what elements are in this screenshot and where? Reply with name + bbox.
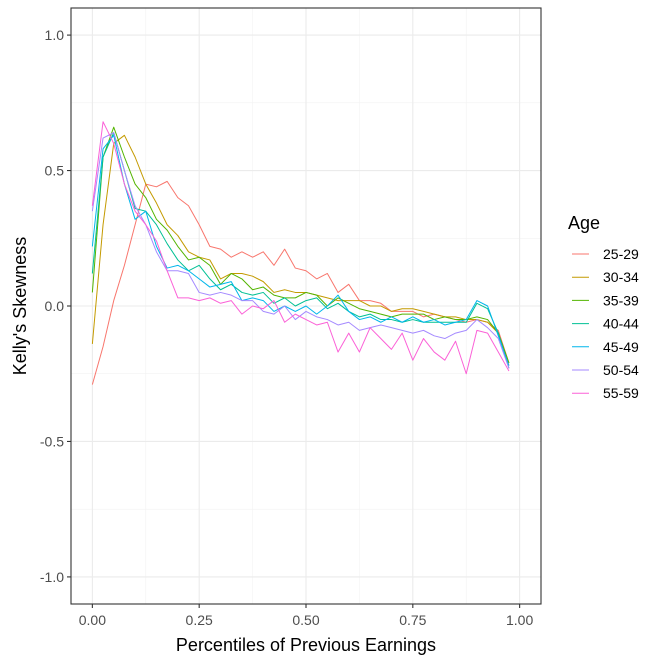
- y-tick-label: 0.5: [45, 163, 65, 179]
- series-line-35-39: [91, 126, 510, 364]
- legend-items: 25-29 30-34 35-39 40-44 45-49 50-54 55-59: [572, 246, 639, 401]
- legend-label-45-49: 45-49: [603, 339, 639, 355]
- legend-label-30-34: 30-34: [603, 269, 639, 285]
- legend-label-50-54: 50-54: [603, 362, 639, 378]
- series-lines: [91, 121, 510, 385]
- axis-tick-labels: 0.00 0.25 0.50 0.75 1.00 -1.0 -0.5 0.0 0.5 1.0: [40, 27, 534, 628]
- y-tick-label: 1.0: [45, 27, 65, 43]
- y-tick-label: -1.0: [40, 569, 64, 585]
- x-tick-label: 0.50: [292, 612, 319, 628]
- legend: Age 25-29 30-34 35-39 40-44 45-49 50-54 55-59: [568, 213, 639, 401]
- y-tick-label: -0.5: [40, 433, 64, 449]
- series-line-30-34: [91, 134, 510, 366]
- series-line-55-59: [91, 121, 510, 375]
- legend-label-40-44: 40-44: [603, 316, 639, 332]
- y-tick-label: 0.0: [45, 298, 65, 314]
- x-tick-label: 0.00: [79, 612, 106, 628]
- x-tick-label: 0.75: [399, 612, 426, 628]
- y-axis-title: Kelly's Skewness: [10, 237, 30, 376]
- x-axis-title: Percentiles of Previous Earnings: [176, 635, 436, 655]
- x-tick-label: 1.00: [506, 612, 533, 628]
- x-tick-label: 0.25: [186, 612, 213, 628]
- legend-label-35-39: 35-39: [603, 292, 639, 308]
- legend-title: Age: [568, 213, 600, 233]
- legend-label-25-29: 25-29: [603, 246, 639, 262]
- series-line-50-54: [91, 132, 510, 369]
- axis-ticks: [67, 34, 521, 608]
- legend-label-55-59: 55-59: [603, 385, 639, 401]
